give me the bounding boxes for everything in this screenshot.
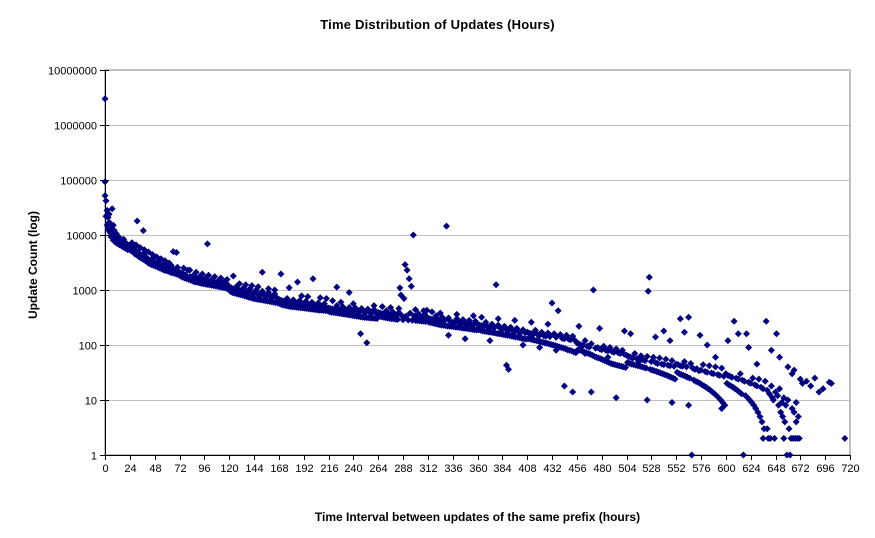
y-tick-label: 10000 (66, 231, 97, 243)
x-axis-title: Time Interval between updates of the sam… (314, 510, 641, 524)
x-tick-label: 504 (618, 463, 636, 475)
x-tick-label: 672 (791, 463, 809, 475)
x-tick-label: 120 (220, 463, 238, 475)
x-tick-label: 96 (198, 463, 210, 475)
x-tick-label: 0 (102, 463, 108, 475)
x-tick-label: 216 (320, 463, 338, 475)
x-tick-label: 240 (344, 463, 362, 475)
x-tick-label: 552 (667, 463, 685, 475)
x-tick-label: 48 (149, 463, 161, 475)
x-tick-label: 360 (469, 463, 487, 475)
x-tick-label: 576 (692, 463, 710, 475)
x-tick-label: 648 (767, 463, 785, 475)
x-tick-label: 720 (841, 463, 859, 475)
x-tick-label: 528 (642, 463, 660, 475)
y-tick-label: 100000 (60, 176, 97, 188)
x-tick-label: 696 (816, 463, 834, 475)
y-tick-label: 10000000 (48, 66, 97, 78)
x-tick-label: 600 (717, 463, 735, 475)
x-tick-label: 144 (245, 463, 263, 475)
y-tick-label: 1000000 (54, 121, 97, 133)
y-tick-label: 100 (79, 341, 97, 353)
x-tick-label: 408 (518, 463, 536, 475)
x-tick-label: 480 (593, 463, 611, 475)
x-tick-label: 24 (124, 463, 136, 475)
x-tick-label: 72 (174, 463, 186, 475)
x-tick-label: 456 (568, 463, 586, 475)
x-tick-label: 192 (295, 463, 313, 475)
x-tick-label: 336 (444, 463, 462, 475)
y-tick-label: 1000 (73, 286, 97, 298)
x-tick-label: 384 (493, 463, 511, 475)
plot-border (104, 69, 851, 456)
x-tick-label: 312 (419, 463, 437, 475)
y-tick-label: 10 (85, 396, 97, 408)
chart-title: Time Distribution of Updates (Hours) (320, 17, 555, 32)
x-tick-label: 288 (394, 463, 412, 475)
x-tick-label: 264 (369, 463, 387, 475)
x-tick-label: 624 (742, 463, 760, 475)
y-tick-label: 1 (91, 451, 97, 463)
x-tick-label: 432 (543, 463, 561, 475)
x-tick-label: 168 (270, 463, 288, 475)
